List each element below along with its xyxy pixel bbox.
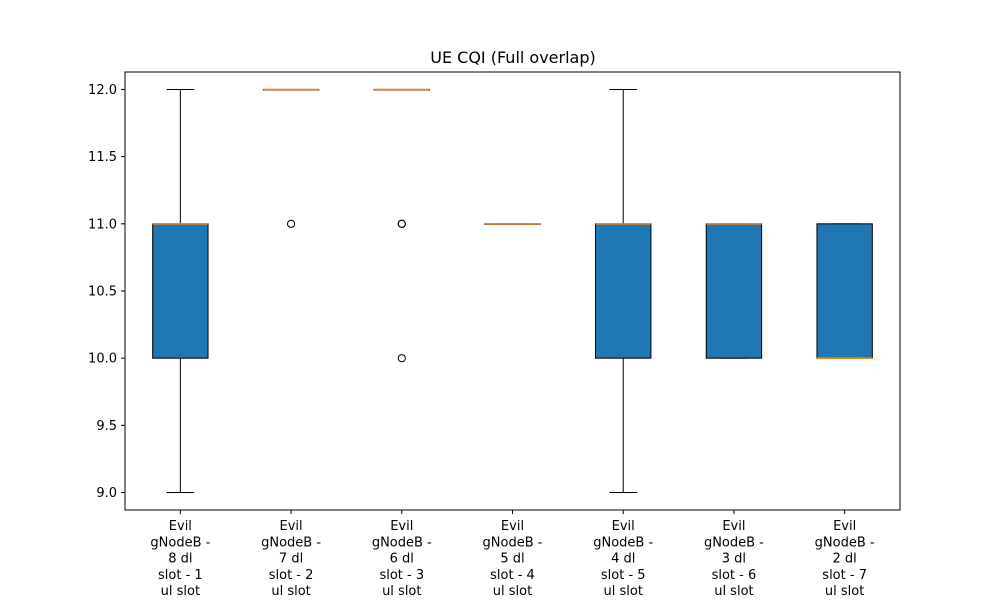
- x-tick-label-line: 4 dl: [611, 552, 635, 567]
- x-tick-label-line: 6 dl: [390, 552, 414, 567]
- x-tick-label-line: 8 dl: [168, 552, 192, 567]
- box-group: [595, 88, 652, 494]
- y-tick-label: 9.0: [96, 486, 117, 501]
- x-tick-label-line: slot - 7: [822, 568, 867, 583]
- x-tick-label-line: slot - 6: [712, 568, 757, 583]
- x-tick-label: Evil gNodeB - 7 dl slot - 2 ul slot: [261, 519, 321, 599]
- y-tick-label: 12.0: [88, 83, 117, 98]
- x-tick-label-line: 2 dl: [833, 552, 857, 567]
- x-tick-label-line: slot - 4: [490, 568, 535, 583]
- y-tick-label: 10.0: [88, 352, 117, 367]
- x-tick-label-line: gNodeB -: [483, 535, 543, 550]
- x-tick-label-line: gNodeB -: [704, 535, 764, 550]
- x-tick-label-line: Evil: [169, 519, 192, 534]
- x-tick-label: Evil gNodeB - 6 dl slot - 3 ul slot: [372, 519, 432, 599]
- x-tick-label-line: 7 dl: [279, 552, 303, 567]
- x-tick-label-line: Evil: [722, 519, 745, 534]
- plot-area: [152, 88, 873, 494]
- x-tick-label-line: gNodeB -: [593, 535, 653, 550]
- box-group: [705, 223, 763, 359]
- x-tick-label-line: ul slot: [161, 584, 200, 599]
- box-group: [816, 223, 873, 359]
- box-iqr: [705, 223, 763, 359]
- x-tick-label-line: gNodeB -: [150, 535, 210, 550]
- y-tick-label: 9.5: [96, 419, 117, 434]
- x-tick-label-line: slot - 1: [158, 568, 203, 583]
- box-group: [373, 88, 430, 363]
- box-iqr: [152, 223, 209, 359]
- outlier-point: [286, 219, 296, 228]
- x-tick-label-line: Evil: [280, 519, 303, 534]
- x-tick-label-line: ul slot: [825, 584, 864, 599]
- x-tick-label-line: 5 dl: [500, 552, 524, 567]
- outlier-point: [397, 354, 406, 363]
- x-tick-label: Evil gNodeB - 2 dl slot - 7 ul slot: [815, 519, 875, 599]
- x-tick-label-line: ul slot: [604, 584, 643, 599]
- x-tick-label-line: ul slot: [271, 584, 310, 599]
- chart-title: UE CQI (Full overlap): [430, 48, 596, 67]
- x-tick-label-line: slot - 5: [601, 568, 646, 583]
- x-tick-label-line: Evil: [501, 519, 524, 534]
- x-tick-label-line: 3 dl: [722, 552, 746, 567]
- y-tick-label: 11.0: [88, 217, 117, 232]
- box-iqr: [816, 223, 873, 359]
- y-axis: 9.0 9.5 10.0 10.5 11.0 11.5 12.0: [88, 83, 125, 501]
- y-tick-label: 11.5: [88, 150, 117, 165]
- x-tick-label-line: ul slot: [493, 584, 532, 599]
- x-tick-label-line: Evil: [612, 519, 635, 534]
- box-group: [484, 223, 541, 225]
- x-tick-label: Evil gNodeB - 8 dl slot - 1 ul slot: [150, 519, 210, 599]
- x-tick-label-line: gNodeB -: [815, 535, 875, 550]
- x-tick-label: Evil gNodeB - 4 dl slot - 5 ul slot: [593, 519, 653, 599]
- x-tick-label-line: gNodeB -: [372, 535, 432, 550]
- x-tick-label-line: ul slot: [714, 584, 753, 599]
- box-group: [262, 88, 320, 228]
- x-tick-label-line: slot - 3: [379, 568, 424, 583]
- box-iqr: [595, 223, 652, 359]
- x-tick-label-line: Evil: [390, 519, 413, 534]
- x-tick-label-line: Evil: [833, 519, 856, 534]
- x-tick-label-line: slot - 2: [269, 568, 314, 583]
- outlier-point: [397, 219, 406, 228]
- box-group: [152, 88, 209, 494]
- x-tick-label: Evil gNodeB - 5 dl slot - 4 ul slot: [483, 519, 543, 599]
- x-tick-label: Evil gNodeB - 3 dl slot - 6 ul slot: [704, 519, 764, 599]
- x-tick-label-line: gNodeB -: [261, 535, 321, 550]
- x-tick-label-line: ul slot: [382, 584, 421, 599]
- y-tick-label: 10.5: [88, 285, 117, 300]
